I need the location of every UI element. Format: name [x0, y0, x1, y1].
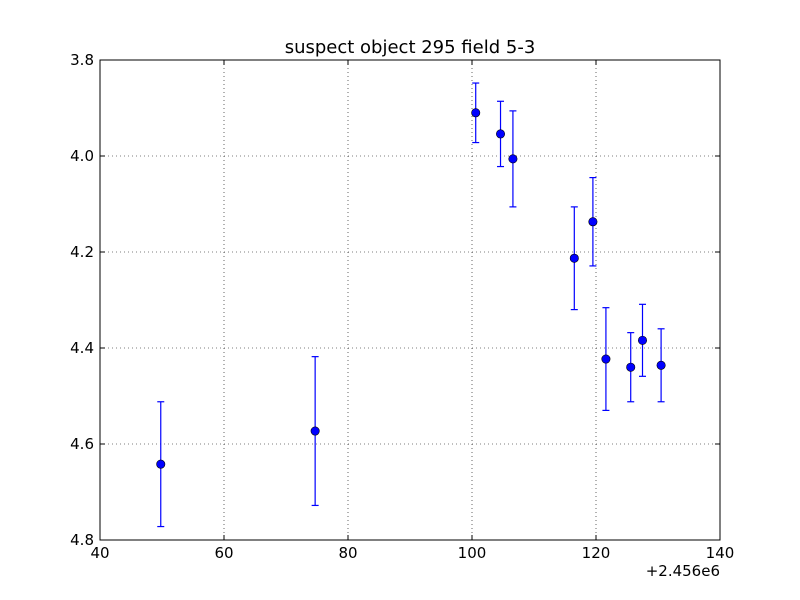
y-tick-label: 3.8 — [70, 51, 94, 69]
data-point-group — [637, 303, 647, 377]
data-point-group — [156, 401, 166, 528]
data-point — [156, 459, 166, 469]
data-point — [588, 217, 598, 227]
y-tick-label: 4.8 — [70, 531, 94, 549]
x-tick-label: 40 — [90, 544, 109, 562]
data-point — [310, 426, 320, 436]
data-point-group — [656, 328, 666, 403]
data-point-group — [310, 356, 320, 507]
x-tick-label: 140 — [706, 544, 735, 562]
data-point — [656, 360, 666, 370]
x-tick-label: 80 — [338, 544, 357, 562]
x-tick-label: 100 — [458, 544, 487, 562]
grid — [100, 60, 720, 540]
y-tick-label: 4.6 — [70, 435, 94, 453]
plot-frame — [99, 59, 721, 541]
data-point — [496, 129, 506, 139]
data-point-group — [569, 206, 579, 311]
data-point-group — [626, 332, 636, 403]
plot-area — [100, 60, 720, 540]
x-tick-label: 120 — [582, 544, 611, 562]
y-tick-label: 4.2 — [70, 243, 94, 261]
data-point-group — [508, 110, 518, 208]
x-offset-label: +2.456e6 — [646, 562, 720, 580]
data-point-group — [471, 82, 481, 144]
data-point — [626, 362, 636, 372]
y-tick-label: 4.0 — [70, 147, 94, 165]
y-tick-label: 4.4 — [70, 339, 94, 357]
x-tick-label: 60 — [214, 544, 233, 562]
data-point — [569, 253, 579, 263]
data-point-group — [588, 177, 598, 267]
data-point — [601, 354, 611, 364]
chart-title: suspect object 295 field 5-3 — [285, 37, 536, 58]
data-layer — [156, 82, 666, 528]
data-point — [637, 335, 647, 345]
data-point-group — [496, 100, 506, 168]
data-point — [508, 154, 518, 164]
data-point-group — [601, 307, 611, 411]
ticks: 40 60 80 100 120 140 3.8 4.0 4.2 4.4 4.6 4.8 — [70, 51, 734, 562]
data-point — [471, 108, 481, 118]
